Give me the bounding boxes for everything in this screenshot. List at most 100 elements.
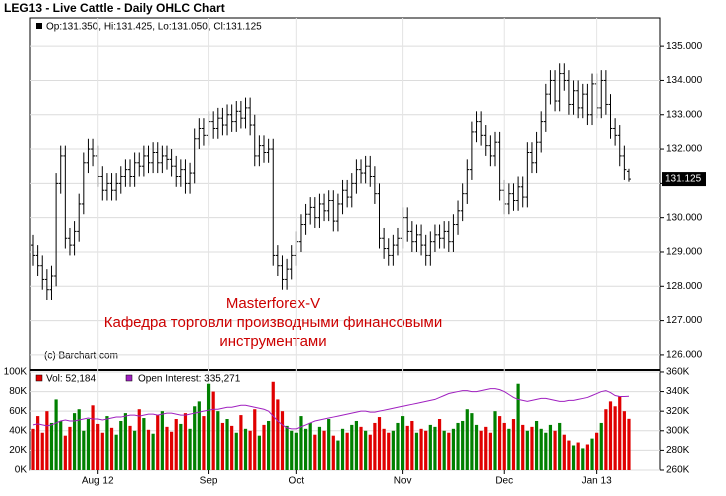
x-tick-label: Sep [200, 476, 218, 487]
volume-bar [86, 419, 91, 470]
y-tick-label: 40K [9, 425, 27, 436]
volume-bar [49, 422, 54, 470]
volume-bar [502, 422, 506, 470]
volume-bar [299, 416, 303, 470]
volume-bar [308, 422, 312, 470]
volume-bar [248, 430, 252, 470]
volume-bar [63, 435, 67, 470]
volume-bar [590, 438, 594, 470]
volume-bar [470, 413, 474, 470]
volume-bar [493, 411, 497, 470]
open-interest-line [32, 388, 630, 430]
volume-bar [461, 420, 465, 470]
volume-bar [243, 428, 248, 470]
volume-bar [188, 428, 192, 470]
volume-bar [525, 430, 529, 470]
y-tick-label: 133.000 [666, 109, 703, 120]
y2-tick-label: 320K [666, 406, 690, 417]
volume-bar [410, 420, 414, 470]
volume-bar [530, 426, 534, 470]
y-tick-label: 80K [9, 386, 27, 397]
volume-bar [345, 432, 349, 470]
volume-bar [618, 396, 622, 470]
volume-bar [54, 399, 58, 470]
y2-tick-label: 260K [666, 465, 690, 476]
volume-bar [576, 442, 580, 470]
volume-bar [31, 428, 35, 470]
volume-bar [484, 426, 488, 470]
volume-bar [331, 435, 335, 470]
volume-bar [96, 423, 100, 470]
ohlc-legend: Op:131.350, Hi:131.425, Lo:131.050, Cl:1… [46, 22, 262, 33]
volume-bar [364, 430, 368, 470]
volume-bar [474, 424, 479, 470]
volume-bar [498, 416, 502, 470]
volume-bar [170, 431, 174, 470]
volume-bar [216, 411, 220, 470]
x-tick-label: Nov [394, 476, 412, 487]
volume-bar [599, 422, 603, 470]
volume-bar [479, 430, 483, 470]
volume-bar [253, 409, 257, 470]
volume-bar [160, 411, 164, 470]
legend-swatch [35, 374, 43, 382]
volume-bar [317, 426, 322, 470]
volume-bar [142, 418, 146, 470]
volume-bar [267, 420, 271, 470]
volume-bar [183, 413, 188, 470]
volume-bar [211, 391, 215, 470]
volume-bar [451, 428, 456, 470]
volume-bar [220, 422, 225, 470]
volume-bar [521, 424, 525, 470]
volume-bar [59, 420, 63, 470]
volume-bar [179, 423, 183, 470]
volume-bar [516, 383, 520, 470]
volume-bar [109, 427, 114, 470]
annotation: Кафедра торговли производными финансовым… [104, 314, 442, 331]
volume-bar [627, 418, 631, 470]
plot-frame [29, 17, 661, 471]
legend-swatch [125, 374, 133, 382]
y-tick-label: 127.000 [666, 315, 703, 326]
annotation: Masterforex-V [226, 295, 320, 312]
volume-bar [36, 416, 40, 470]
volume-bar [72, 413, 77, 470]
volume-bar [368, 434, 372, 470]
volume-bar [303, 428, 308, 470]
volume-bar [262, 424, 266, 470]
volume-bar [553, 430, 557, 470]
volume-bar [123, 413, 127, 470]
volume-bar [373, 422, 377, 470]
volume-bar [567, 440, 571, 470]
volume-bar [391, 430, 395, 470]
volume-bar [396, 422, 400, 470]
volume-bar [387, 432, 391, 470]
volume-bar [225, 419, 229, 470]
volume-bar [558, 422, 562, 470]
y-tick-label: 132.000 [666, 144, 703, 155]
y-tick-label: 130.000 [666, 212, 703, 223]
volume-bar [488, 432, 492, 470]
last-price: 131.125 [665, 174, 702, 185]
volume-bar [276, 399, 280, 470]
volume-bar [340, 428, 345, 470]
volume-bar [146, 429, 151, 470]
y-tick-label: 20K [9, 445, 27, 456]
volume-bar [359, 426, 363, 470]
volume-bar [428, 424, 432, 470]
volume-bar [206, 383, 211, 470]
volume-bar [571, 445, 576, 470]
volume-bar [424, 430, 428, 470]
volume-bar [511, 419, 516, 470]
volume-bar [613, 406, 617, 470]
volume-bar [197, 401, 201, 470]
legend-label: Open Interest: 335,271 [138, 374, 241, 385]
legend-swatch [36, 23, 42, 29]
volume-bar [507, 428, 511, 470]
volume-bar [230, 425, 234, 470]
volume-bar [622, 411, 626, 470]
chart-title: LEG13 - Live Cattle - Daily OHLC Chart [4, 1, 225, 15]
y2-tick-label: 300K [666, 425, 690, 436]
volume-bar [45, 411, 49, 470]
credit: (c) Barchart.com [44, 351, 118, 362]
